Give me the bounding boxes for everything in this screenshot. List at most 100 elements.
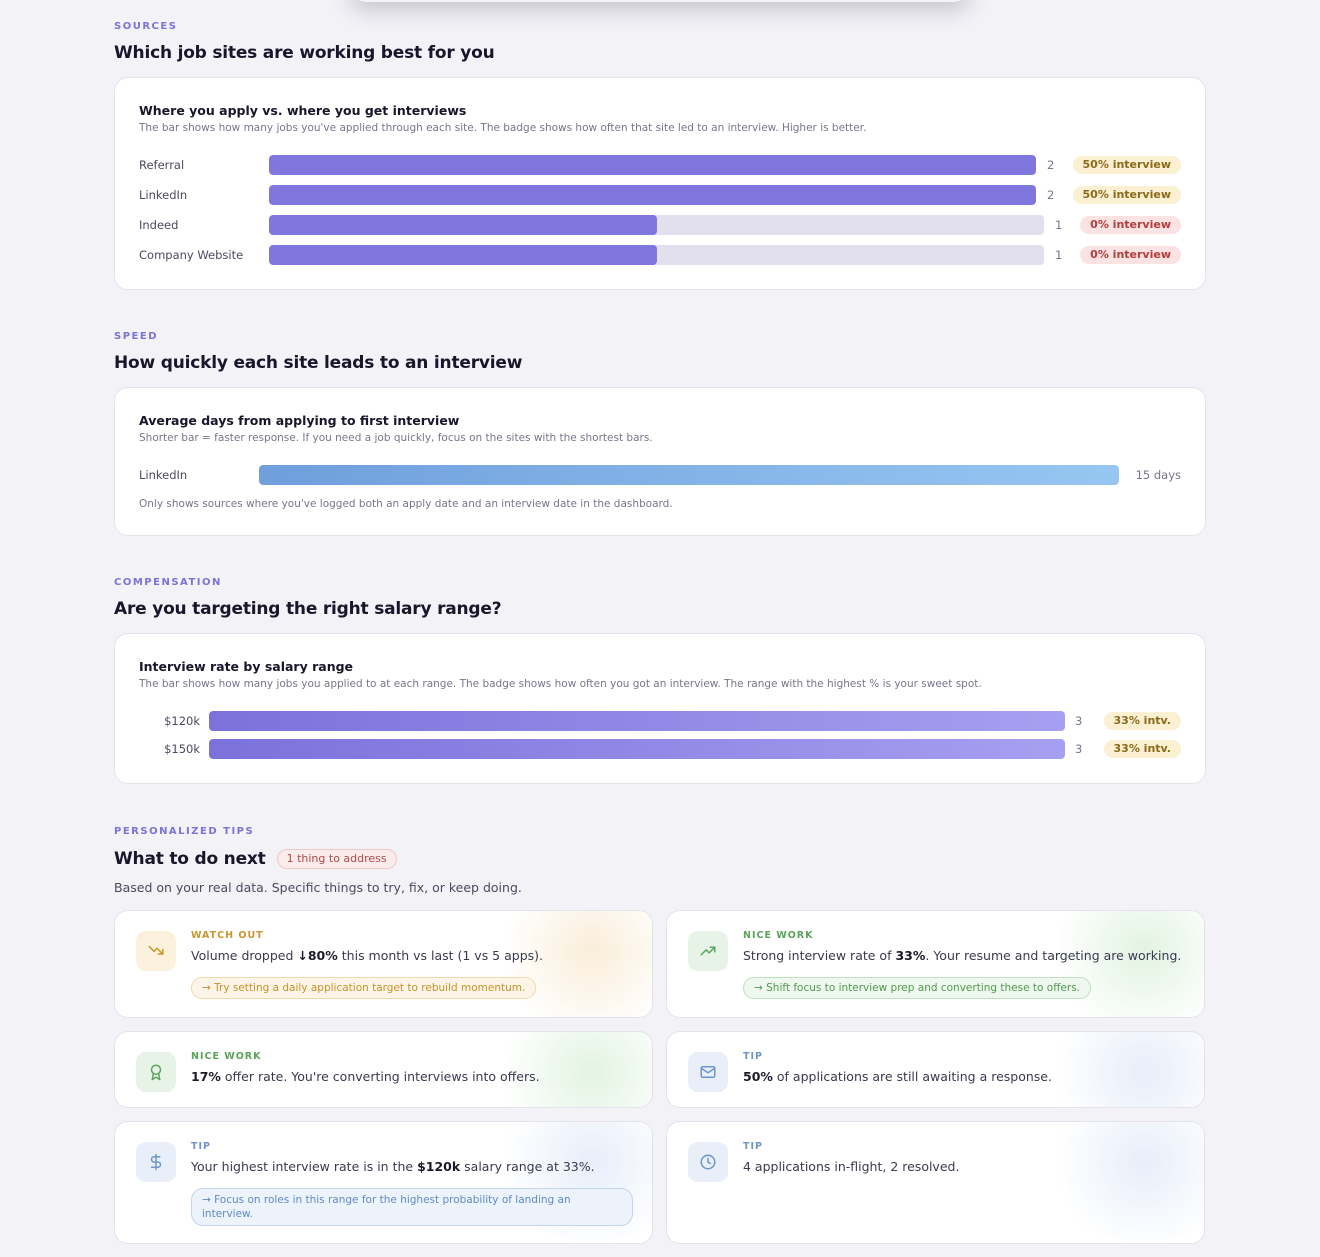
source-row: Referral 2 50% interview: [139, 155, 1181, 175]
compensation-title: Are you targeting the right salary range…: [114, 599, 502, 619]
source-label: LinkedIn: [139, 188, 188, 202]
source-count: 1: [1055, 218, 1063, 232]
tip-message: Strong interview rate of 33%. Your resum…: [743, 948, 1182, 963]
tip-card-glow: [1044, 1122, 1204, 1242]
source-interview-badge: 50% interview: [1072, 186, 1181, 204]
award-icon: [136, 1052, 176, 1092]
tip-card-glow: [1044, 1032, 1204, 1107]
salary-interview-badge: 33% intv.: [1103, 712, 1181, 730]
compensation-eyebrow: COMPENSATION: [114, 577, 222, 588]
speed-card: Average days from applying to first inte…: [114, 387, 1206, 536]
sources-card-title: Where you apply vs. where you get interv…: [139, 103, 467, 118]
source-count: 2: [1047, 188, 1055, 202]
speed-bar-fill: [259, 465, 1119, 485]
sources-eyebrow: SOURCES: [114, 21, 178, 32]
mail-icon: [688, 1052, 728, 1092]
speed-title: How quickly each site leads to an interv…: [114, 353, 523, 373]
tip-highlight: ↓80%: [297, 948, 338, 963]
tip-card-glow: [492, 1032, 652, 1107]
salary-bar-fill: [209, 711, 1065, 731]
tip-card: TIP Your highest interview rate is in the…: [114, 1121, 653, 1244]
tip-kicker: NICE WORK: [743, 930, 814, 941]
tip-highlight: $120k: [417, 1159, 461, 1174]
salary-count: 3: [1075, 714, 1083, 728]
speed-note: Only shows sources where you've logged b…: [139, 498, 673, 510]
tip-card: NICE WORK 17% offer rate. You're converti…: [114, 1031, 653, 1108]
tip-highlight: 33%: [895, 948, 926, 963]
tip-card: NICE WORK Strong interview rate of 33%. Y…: [666, 910, 1205, 1018]
salary-bar-track: [209, 711, 1065, 731]
speed-days: 15 days: [1135, 468, 1181, 482]
sources-card-subtitle: The bar shows how many jobs you've appli…: [139, 122, 867, 134]
source-row: Company Website 1 0% interview: [139, 245, 1181, 265]
tip-message: 17% offer rate. You're converting interv…: [191, 1069, 540, 1084]
source-bar-fill: [269, 185, 1036, 205]
trending-up-icon: [688, 931, 728, 971]
tip-message: Your highest interview rate is in the $1…: [191, 1159, 595, 1174]
tips-title: What to do next: [114, 849, 266, 869]
tip-action-pill: → Try setting a daily application target…: [191, 977, 537, 999]
clock-icon: [688, 1142, 728, 1182]
tip-card: WATCH OUT Volume dropped ↓80% this month …: [114, 910, 653, 1018]
tip-highlight: 50%: [743, 1069, 773, 1084]
compensation-card-subtitle: The bar shows how many jobs you applied …: [139, 678, 982, 690]
tip-kicker: WATCH OUT: [191, 930, 264, 941]
tips-section: PERSONALIZED TIPS What to do next 1 thin…: [114, 825, 914, 895]
salary-row: $120k 3 33% intv.: [139, 711, 1181, 731]
salary-interview-badge: 33% intv.: [1103, 740, 1181, 758]
tips-eyebrow: PERSONALIZED TIPS: [114, 826, 255, 837]
source-bar-track: [269, 185, 1036, 205]
tip-card-glow: [492, 911, 652, 1017]
tip-message: 50% of applications are still awaiting a…: [743, 1069, 1052, 1084]
source-label: Company Website: [139, 248, 244, 262]
tip-card: TIP 4 applications in-flight, 2 resolved.: [666, 1121, 1205, 1244]
tip-action-pill: → Shift focus to interview prep and conv…: [743, 977, 1092, 999]
tip-card: TIP 50% of applications are still awaitin…: [666, 1031, 1205, 1108]
source-count: 2: [1047, 158, 1055, 172]
speed-card-title: Average days from applying to first inte…: [139, 413, 460, 428]
speed-label: LinkedIn: [139, 468, 188, 482]
salary-bar-track: [209, 739, 1065, 759]
dollar-icon: [136, 1142, 176, 1182]
salary-label: $150k: [164, 742, 200, 756]
source-bar-fill: [269, 215, 657, 235]
source-interview-badge: 0% interview: [1080, 246, 1181, 264]
floating-panel-shadow: [350, 0, 970, 2]
speed-row: LinkedIn 15 days: [139, 465, 1181, 485]
tip-message: Volume dropped ↓80% this month vs last (…: [191, 948, 544, 963]
address-count-badge: 1 thing to address: [276, 849, 397, 869]
compensation-card: Interview rate by salary range The bar s…: [114, 633, 1206, 784]
compensation-section: COMPENSATION Are you targeting the right…: [114, 576, 1206, 620]
source-bar-fill: [269, 245, 657, 265]
salary-label: $120k: [164, 714, 200, 728]
tips-description: Based on your real data. Specific things…: [114, 880, 522, 895]
tip-message: 4 applications in-flight, 2 resolved.: [743, 1159, 960, 1174]
tip-kicker: TIP: [743, 1141, 763, 1152]
source-bar-track: [269, 245, 1044, 265]
sources-section: SOURCES Which job sites are working best…: [114, 20, 1206, 64]
source-label: Referral: [139, 158, 185, 172]
speed-bar-track: [259, 465, 1119, 485]
tip-kicker: TIP: [191, 1141, 211, 1152]
source-count: 1: [1055, 248, 1063, 262]
source-row: Indeed 1 0% interview: [139, 215, 1181, 235]
salary-count: 3: [1075, 742, 1083, 756]
tip-kicker: NICE WORK: [191, 1051, 262, 1062]
source-interview-badge: 0% interview: [1080, 216, 1181, 234]
source-bar-fill: [269, 155, 1036, 175]
tip-kicker: TIP: [743, 1051, 763, 1062]
tip-highlight: 17%: [191, 1069, 221, 1084]
tips-title-row: What to do next 1 thing to address: [114, 847, 914, 871]
salary-bar-fill: [209, 739, 1065, 759]
tip-card-glow: [1044, 911, 1204, 1017]
tip-action-pill: → Focus on roles in this range for the h…: [191, 1188, 633, 1226]
compensation-card-title: Interview rate by salary range: [139, 659, 354, 674]
source-label: Indeed: [139, 218, 179, 232]
speed-eyebrow: SPEED: [114, 331, 158, 342]
source-bar-track: [269, 215, 1044, 235]
source-interview-badge: 50% interview: [1072, 156, 1181, 174]
source-row: LinkedIn 2 50% interview: [139, 185, 1181, 205]
source-bar-track: [269, 155, 1036, 175]
sources-title: Which job sites are working best for you: [114, 43, 495, 63]
speed-card-subtitle: Shorter bar = faster response. If you ne…: [139, 432, 653, 444]
